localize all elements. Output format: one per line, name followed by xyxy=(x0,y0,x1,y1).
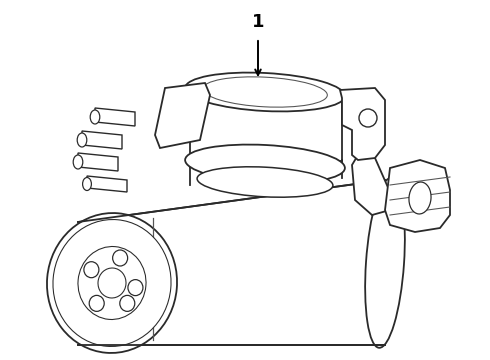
Polygon shape xyxy=(340,88,385,160)
Polygon shape xyxy=(82,131,122,149)
Ellipse shape xyxy=(89,295,104,311)
Ellipse shape xyxy=(47,213,177,353)
Ellipse shape xyxy=(128,280,143,296)
Ellipse shape xyxy=(83,177,92,190)
Polygon shape xyxy=(190,91,342,167)
Ellipse shape xyxy=(365,178,405,348)
Ellipse shape xyxy=(98,268,126,298)
Ellipse shape xyxy=(120,295,135,311)
Ellipse shape xyxy=(185,73,345,112)
Ellipse shape xyxy=(90,110,100,124)
Polygon shape xyxy=(155,83,210,148)
Ellipse shape xyxy=(197,167,333,197)
Polygon shape xyxy=(78,153,118,171)
Ellipse shape xyxy=(84,262,99,278)
Ellipse shape xyxy=(73,155,83,169)
Ellipse shape xyxy=(113,250,127,266)
Ellipse shape xyxy=(409,182,431,214)
Polygon shape xyxy=(385,160,450,232)
Polygon shape xyxy=(78,180,385,345)
Polygon shape xyxy=(95,108,135,126)
Ellipse shape xyxy=(53,220,171,346)
Ellipse shape xyxy=(77,133,87,147)
Ellipse shape xyxy=(185,145,345,184)
Polygon shape xyxy=(87,176,127,192)
Polygon shape xyxy=(352,155,390,215)
Ellipse shape xyxy=(359,109,377,127)
Ellipse shape xyxy=(203,77,327,107)
Text: 1: 1 xyxy=(252,13,264,31)
Ellipse shape xyxy=(78,247,146,319)
